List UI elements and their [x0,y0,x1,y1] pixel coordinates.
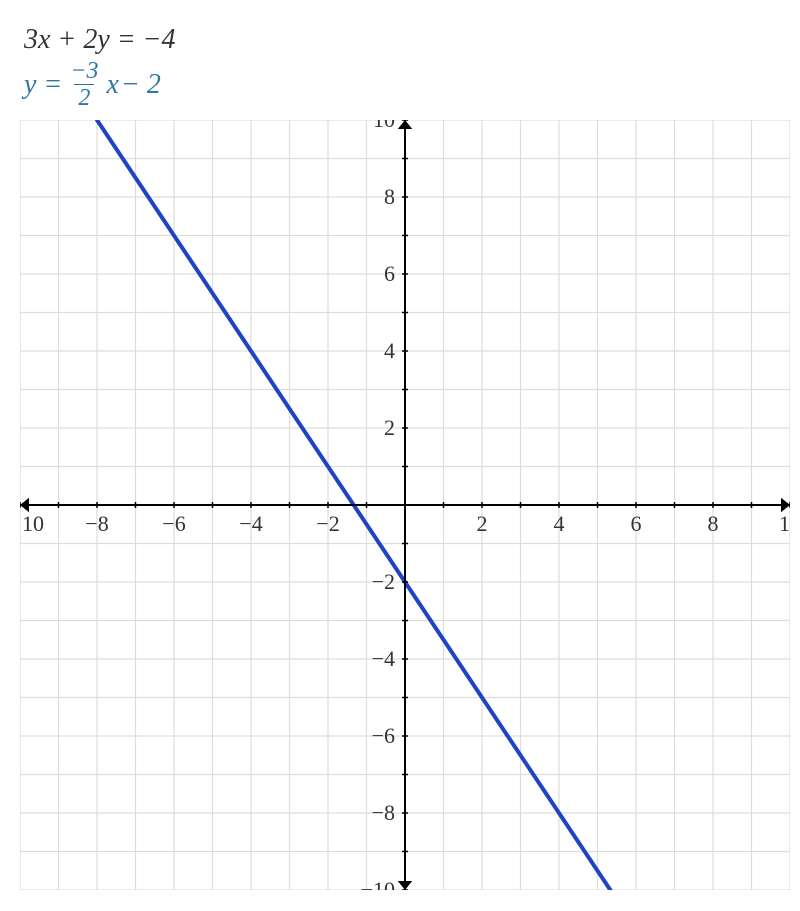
x-tick-label: 4 [554,511,565,536]
y-tick-label: −10 [361,877,395,890]
x-tick-label: 6 [631,511,642,536]
x-tick-label: 8 [708,511,719,536]
coordinate-graph: −8 −6 −4 −2 2 4 6 8 10 10 −10 −8 −6 −4 −2 2 4 6 8 10 [20,120,790,890]
y-tick-label: 4 [384,338,395,363]
equation-2-var: x [107,65,119,104]
equation-1-text: 3x + 2y = −4 [24,20,176,59]
y-tick-label: 10 [373,120,395,132]
equation-2-fraction: −3 2 [68,59,100,110]
graph-container: −8 −6 −4 −2 2 4 6 8 10 10 −10 −8 −6 −4 −2 2 4 6 8 10 [20,120,790,890]
y-tick-label: −2 [372,569,395,594]
x-tick-label: −2 [316,511,339,536]
x-tick-label: −6 [162,511,185,536]
y-tick-label: −8 [372,800,395,825]
y-tick-label: −4 [372,646,395,671]
x-tick-label: 2 [477,511,488,536]
equation-2: y = −3 2 x − 2 [24,59,800,110]
y-tick-label: −6 [372,723,395,748]
x-tick-label: −8 [85,511,108,536]
y-tick-label: 6 [384,261,395,286]
x-tick-label: 10 [779,511,790,536]
equation-2-prefix: y = [24,65,62,104]
x-tick-label-left-edge: 10 [22,511,44,536]
y-tick-label: 2 [384,415,395,440]
equation-1: 3x + 2y = −4 [24,20,800,59]
x-tick-label: −4 [239,511,262,536]
equation-2-rest: − 2 [121,65,161,104]
fraction-numerator: −3 [68,59,100,84]
equations-block: 3x + 2y = −4 y = −3 2 x − 2 [20,20,800,110]
fraction-denominator: 2 [74,84,94,110]
y-tick-label: 8 [384,184,395,209]
